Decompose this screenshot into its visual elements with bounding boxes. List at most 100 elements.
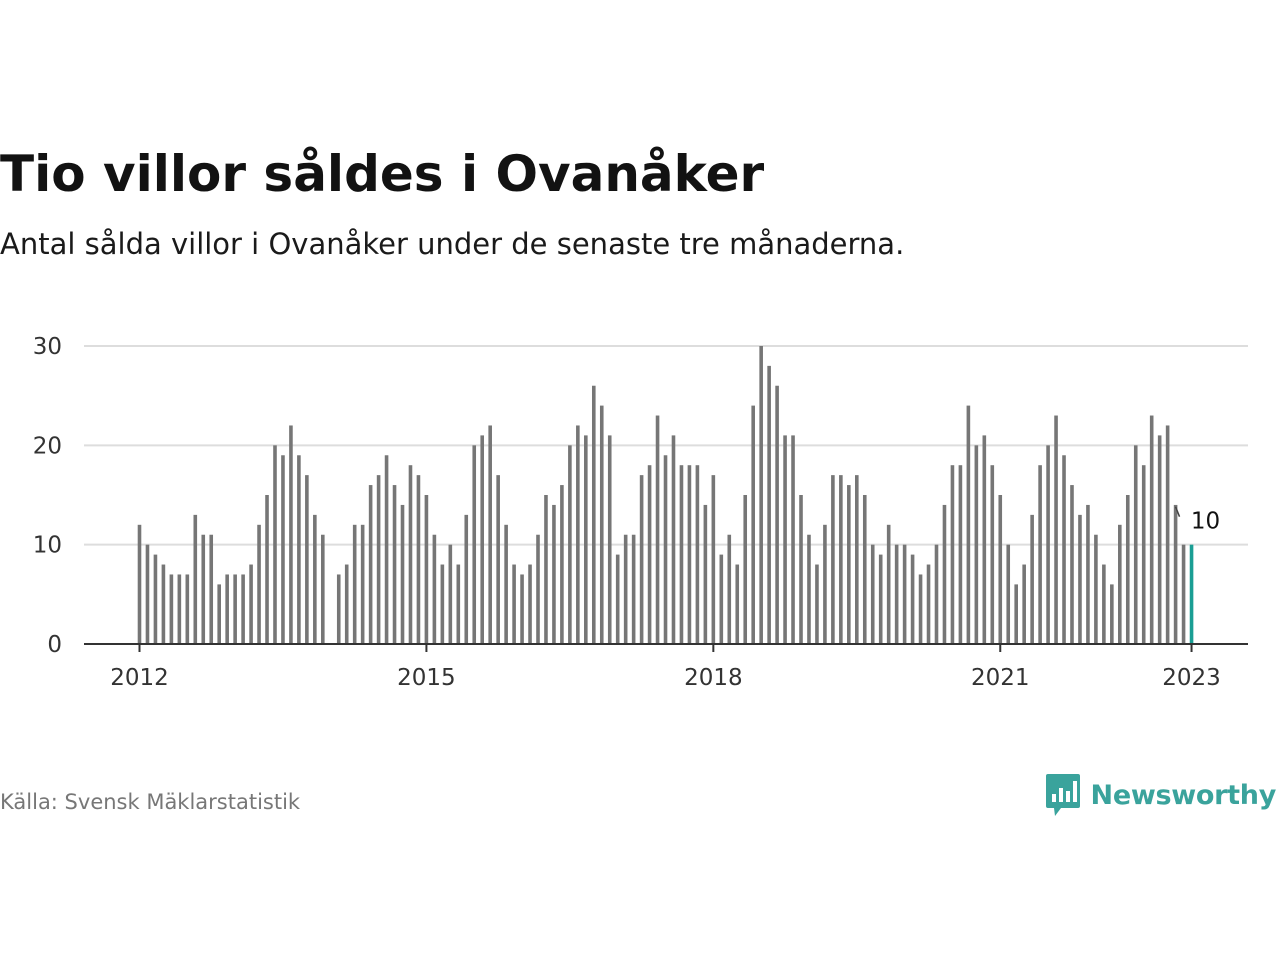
bar — [855, 475, 859, 644]
bar — [392, 485, 397, 644]
bar — [137, 524, 142, 644]
bar — [823, 524, 827, 644]
bar — [273, 445, 277, 644]
bar — [432, 534, 437, 644]
bar — [520, 574, 524, 644]
bar — [161, 564, 166, 644]
bar — [496, 475, 500, 644]
bar — [504, 524, 508, 644]
bar — [703, 504, 708, 644]
bar — [663, 455, 668, 644]
bar — [536, 534, 540, 644]
bar — [878, 554, 883, 644]
bar — [807, 534, 811, 644]
bar — [1133, 445, 1138, 644]
bar — [950, 465, 955, 644]
bar — [615, 554, 620, 644]
bar — [974, 445, 979, 644]
bar — [783, 435, 787, 644]
bar — [400, 504, 405, 644]
annotation-leader-line — [1174, 506, 1181, 517]
bar — [257, 524, 261, 644]
y-tick-label: 30 — [33, 334, 62, 360]
bar — [1181, 544, 1186, 644]
bar — [376, 475, 381, 644]
bar — [1157, 435, 1162, 644]
y-axis-labels: 0 10 20 30 — [33, 334, 62, 658]
bar — [1173, 504, 1178, 644]
bar — [767, 365, 771, 644]
bar — [1038, 465, 1042, 644]
bar — [1149, 415, 1154, 644]
bar — [719, 554, 724, 644]
bar — [591, 385, 596, 644]
bar — [416, 475, 421, 644]
x-tick-label: 2012 — [110, 665, 169, 691]
x-tick-label: 2023 — [1162, 665, 1221, 691]
bar — [408, 465, 413, 644]
bars — [137, 346, 1194, 644]
bar — [1078, 514, 1082, 644]
bar — [902, 544, 907, 644]
y-tick-label: 10 — [33, 533, 62, 559]
bar — [942, 504, 947, 644]
bar — [265, 495, 269, 644]
bar — [201, 534, 206, 644]
bar — [544, 495, 548, 644]
brand-name: Newsworthy — [1090, 779, 1277, 811]
bar — [990, 465, 995, 644]
bar — [424, 495, 429, 644]
bar — [1118, 524, 1122, 644]
bar — [918, 574, 923, 644]
bar — [1165, 425, 1170, 644]
bar — [512, 564, 516, 644]
bar — [934, 544, 939, 644]
bar — [480, 435, 485, 644]
bar — [839, 475, 843, 644]
bar — [910, 554, 915, 644]
bar — [775, 385, 779, 644]
source-note: Källa: Svensk Mäklarstatistik — [0, 790, 301, 814]
bar — [1022, 564, 1026, 644]
bar — [623, 534, 628, 644]
bar — [352, 524, 357, 644]
bar — [488, 425, 492, 644]
bar — [671, 435, 676, 644]
bar — [145, 544, 150, 644]
bar — [1141, 465, 1146, 644]
bar — [727, 534, 732, 644]
bar — [751, 405, 755, 644]
bar — [982, 435, 987, 644]
bar — [1125, 495, 1130, 644]
bar — [894, 544, 899, 644]
bar — [862, 495, 867, 644]
bar — [177, 574, 182, 644]
bar — [1014, 584, 1018, 644]
bar — [679, 465, 684, 644]
y-tick-label: 0 — [47, 632, 62, 658]
bar — [153, 554, 158, 644]
bar — [687, 465, 692, 644]
bar — [998, 495, 1003, 644]
bar — [336, 574, 341, 644]
chart-title: Tio villor såldes i Ovanåker — [0, 145, 765, 203]
bar — [360, 524, 365, 644]
bar — [169, 574, 174, 644]
bar — [1046, 445, 1050, 644]
bar — [886, 524, 891, 644]
bar — [281, 455, 285, 644]
bar — [831, 475, 835, 644]
bar — [711, 475, 716, 644]
bar — [926, 564, 931, 644]
bar — [759, 346, 763, 644]
x-axis-ticks — [138, 644, 1193, 652]
bar — [1110, 584, 1114, 644]
bar — [647, 465, 652, 644]
bar — [1094, 534, 1098, 644]
bar — [440, 564, 445, 644]
bar — [958, 465, 963, 644]
bar — [791, 435, 795, 644]
bar — [297, 455, 301, 644]
bar — [384, 455, 389, 644]
bar — [233, 574, 237, 644]
